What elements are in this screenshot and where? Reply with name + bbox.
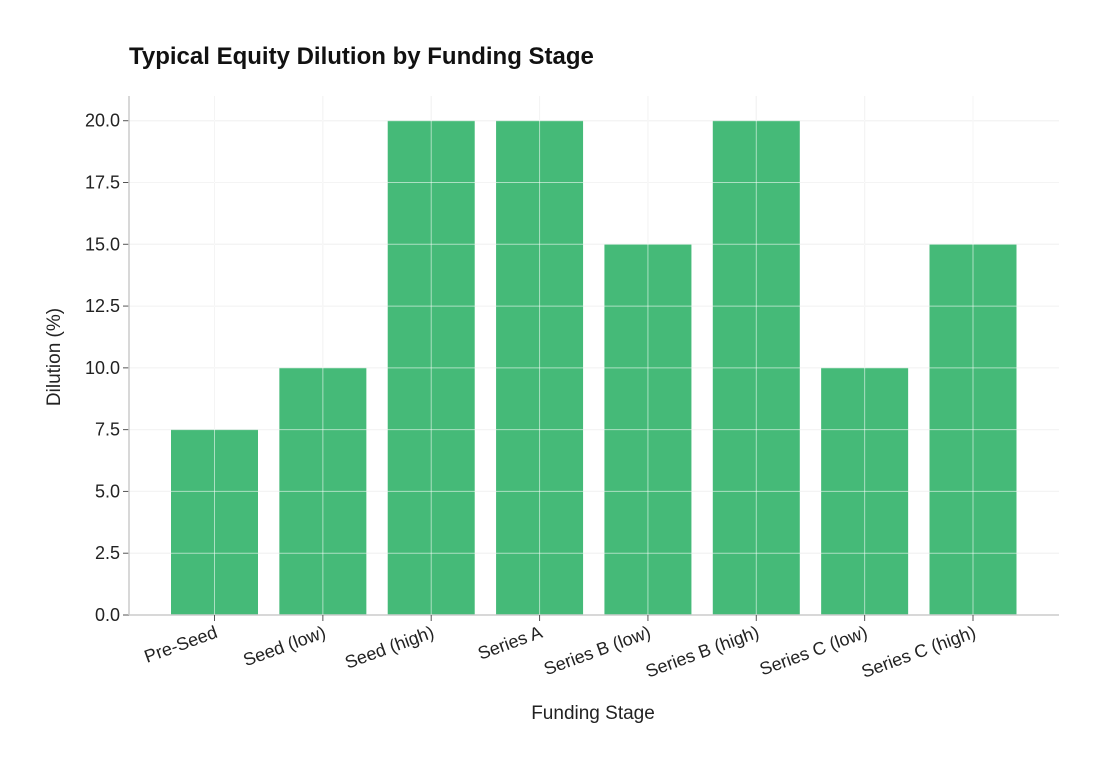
x-tick-label: Seed (low) (241, 622, 329, 670)
x-tick-label: Seed (high) (342, 622, 436, 673)
x-tick-label: Series B (low) (541, 622, 653, 679)
y-tick-label: 17.5 (85, 173, 120, 193)
y-axis-label: Dilution (%) (44, 308, 65, 406)
vertical-grid-overlay (129, 96, 1059, 616)
y-tick-label: 15.0 (85, 234, 120, 254)
y-tick-label: 7.5 (95, 420, 120, 440)
x-tick-label: Series C (low) (757, 622, 870, 679)
grid-lines (129, 96, 1059, 616)
y-tick-label: 5.0 (95, 481, 120, 501)
y-tick-label: 10.0 (85, 358, 120, 378)
chart-title: Typical Equity Dilution by Funding Stage (129, 43, 594, 70)
x-tick-label: Pre-Seed (142, 622, 220, 667)
x-tick-label: Series C (high) (859, 622, 979, 682)
x-axis-label: Funding Stage (531, 703, 655, 724)
x-tick-label: Series B (high) (643, 622, 762, 682)
y-tick-label: 12.5 (85, 296, 120, 316)
y-tick-label: 20.0 (85, 111, 120, 131)
x-tick-labels: Pre-Seed Seed (low) Seed (high) Series ASer… (142, 622, 979, 682)
y-tick-label: 0.0 (95, 605, 120, 625)
x-tick-label: Series A (475, 622, 545, 664)
y-tick-label: 2.5 (95, 543, 120, 563)
y-tick-labels: 0.0 2.5 5.0 7.5 10.0 12.5 15.0 17.5 20.0 (85, 111, 120, 625)
axes (123, 96, 1059, 621)
